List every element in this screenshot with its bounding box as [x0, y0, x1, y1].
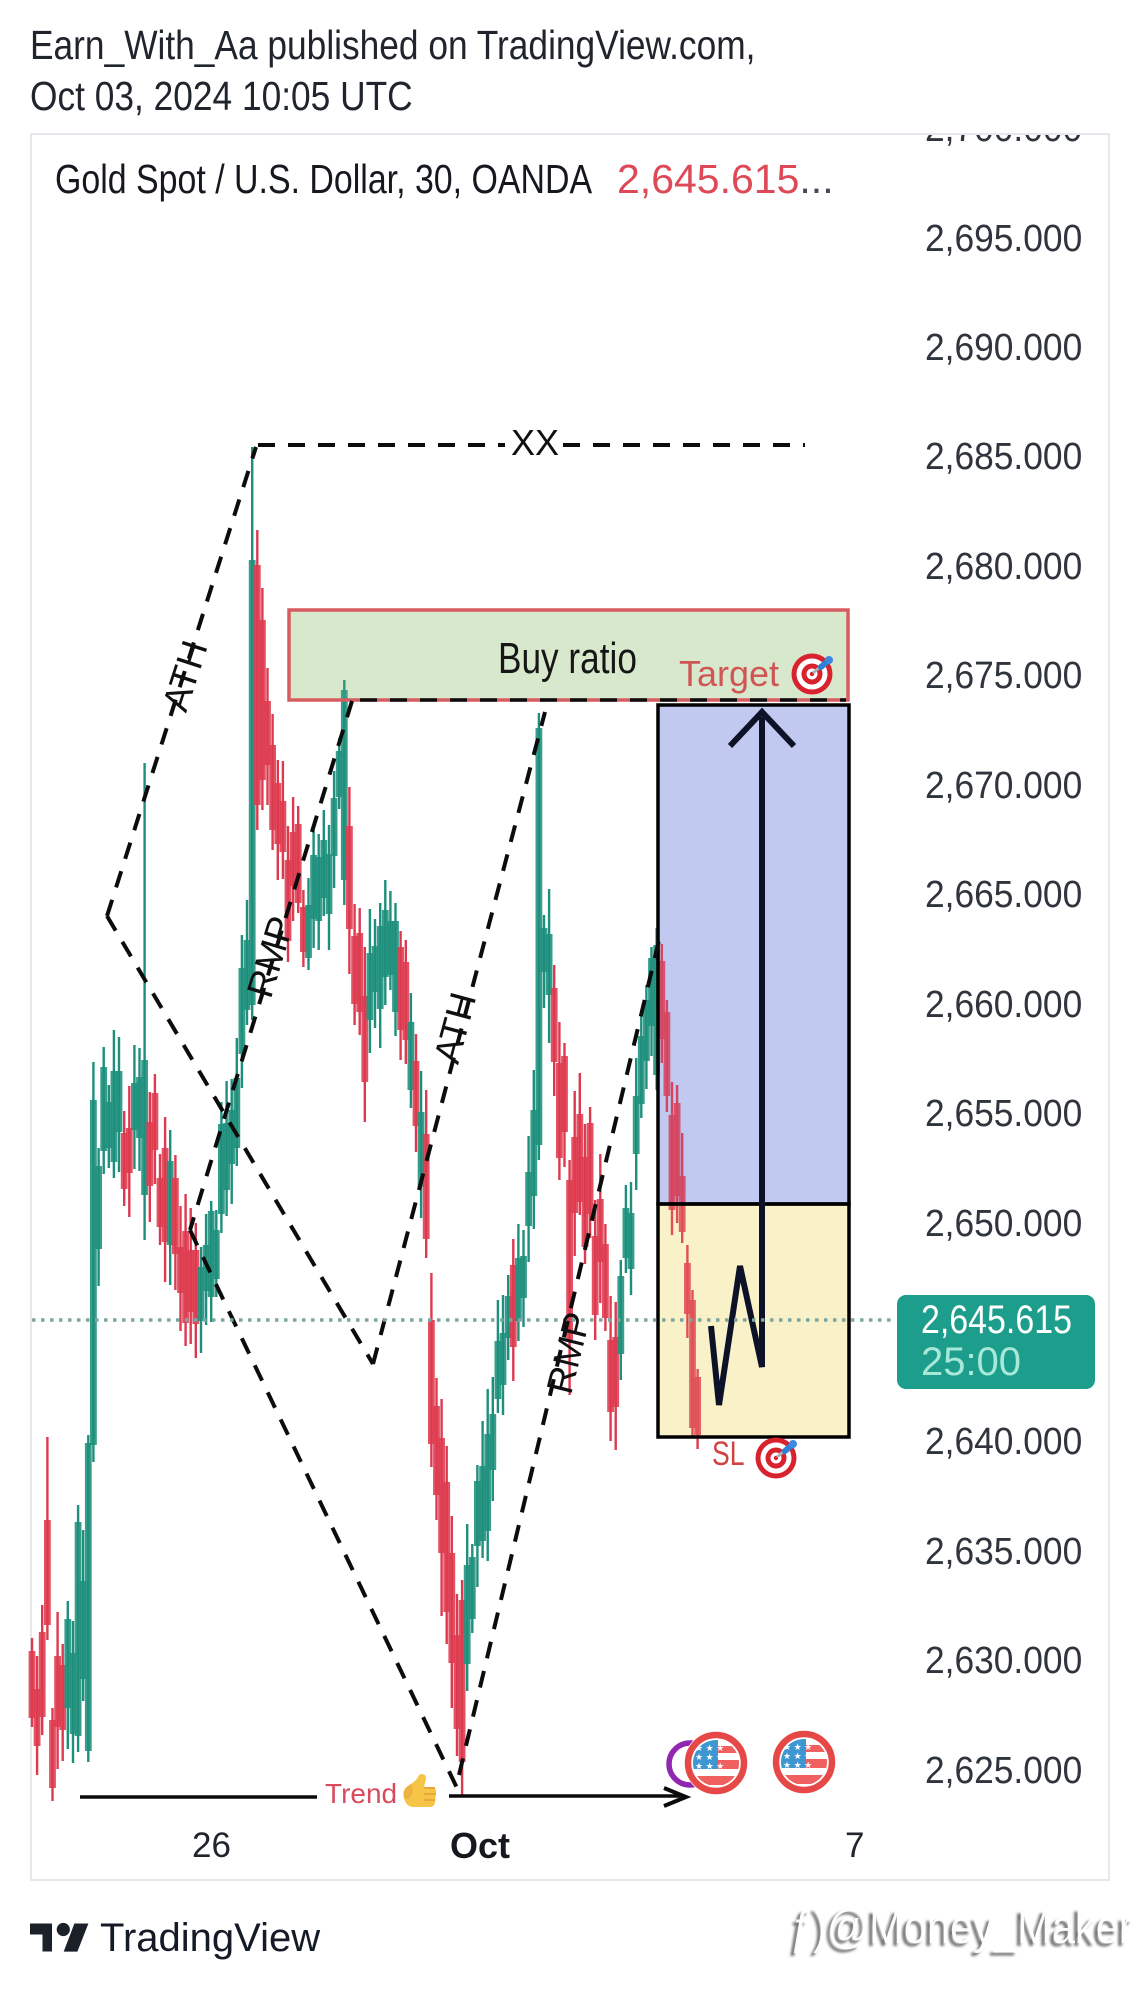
svg-text:★ ★ ★: ★ ★ ★: [695, 1752, 724, 1762]
svg-text:★ ★ ★: ★ ★ ★: [783, 1742, 812, 1752]
svg-text:25:00: 25:00: [921, 1340, 1021, 1384]
svg-text:★ ★ ★: ★ ★ ★: [783, 1760, 812, 1770]
svg-text:★ ★ ★: ★ ★ ★: [783, 1751, 812, 1761]
svg-text:2,645.615: 2,645.615: [921, 1298, 1072, 1342]
svg-text:★ ★ ★: ★ ★ ★: [695, 1743, 724, 1753]
svg-text:★ ★ ★: ★ ★ ★: [695, 1761, 724, 1771]
